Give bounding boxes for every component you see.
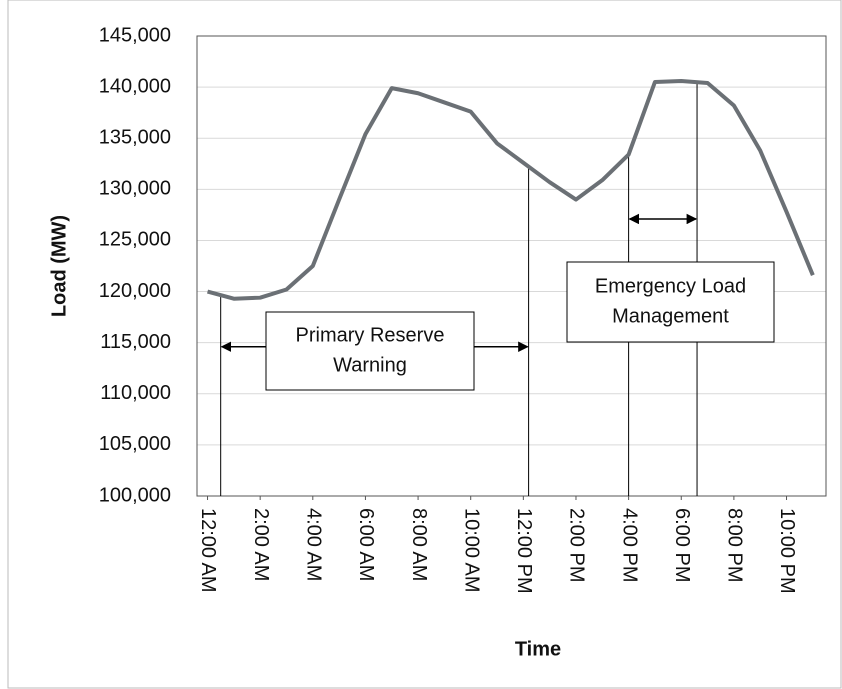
y-axis-title: Load (MW) — [48, 215, 70, 317]
y-tick-label: 115,000 — [100, 331, 171, 353]
x-axis-title: Time — [515, 638, 561, 660]
x-tick-label: 8:00 AM — [408, 508, 430, 581]
x-tick-label: 2:00 AM — [250, 508, 272, 581]
x-tick-label: 10:00 PM — [776, 508, 798, 594]
annotation-text: Management — [612, 305, 729, 327]
y-tick-label: 110,000 — [100, 382, 171, 404]
x-tick-label: 10:00 AM — [460, 508, 482, 593]
data-line — [207, 78, 815, 301]
x-tick-label: 4:00 AM — [303, 508, 325, 581]
y-tick-label: 105,000 — [99, 433, 171, 455]
y-tick-label: 100,000 — [99, 484, 171, 506]
annotation-text: Warning — [333, 354, 407, 376]
y-tick-label: 120,000 — [99, 280, 171, 302]
x-tick-label: 8:00 PM — [724, 508, 746, 582]
annotation-box — [566, 261, 775, 343]
y-tick-label: 125,000 — [99, 229, 171, 251]
x-tick-label: 6:00 PM — [671, 508, 693, 582]
x-tick-label: 6:00 AM — [355, 508, 377, 581]
annotation-text: Primary Reserve — [296, 324, 445, 346]
x-tick-label: 2:00 PM — [566, 508, 588, 582]
y-tick-label: 145,000 — [99, 24, 171, 46]
y-tick-label: 140,000 — [99, 75, 171, 97]
annotation-box — [265, 311, 475, 391]
x-tick-label: 12:00 AM — [197, 508, 219, 593]
annotation-text: Emergency Load — [595, 275, 746, 297]
y-tick-label: 135,000 — [99, 127, 171, 149]
x-tick-label: 4:00 PM — [618, 508, 640, 582]
y-tick-label: 130,000 — [99, 178, 171, 200]
x-tick-label: 12:00 PM — [513, 508, 535, 594]
plot-border — [196, 35, 827, 497]
